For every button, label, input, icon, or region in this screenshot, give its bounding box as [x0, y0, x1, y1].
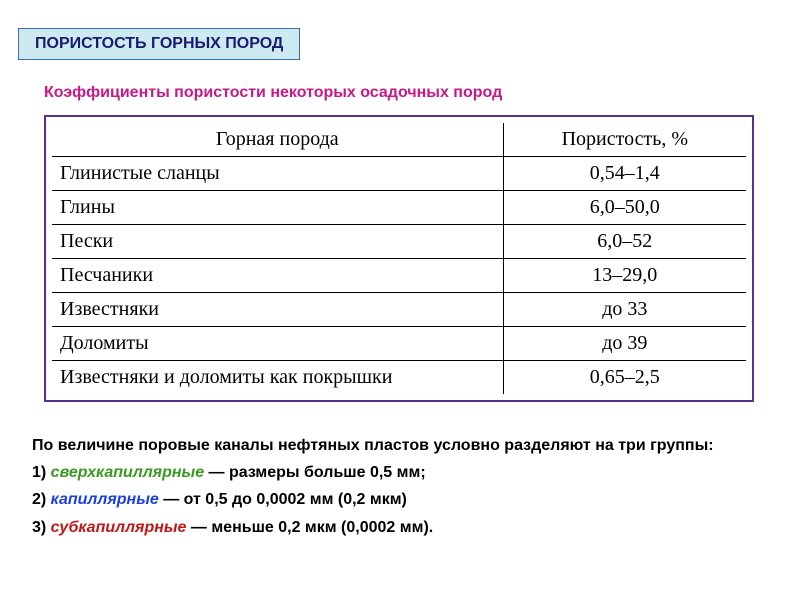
group-2-num: 2) [32, 491, 51, 508]
cell-rock: Глинистые сланцы [52, 157, 503, 191]
table-row: Пески 6,0–52 [52, 225, 746, 259]
cell-rock: Доломиты [52, 327, 503, 361]
cell-rock: Известняки [52, 293, 503, 327]
cell-rock: Песчаники [52, 259, 503, 293]
cell-rock: Пески [52, 225, 503, 259]
cell-porosity: 0,65–2,5 [503, 361, 746, 395]
cell-porosity: 13–29,0 [503, 259, 746, 293]
group-2-term: капиллярные [51, 491, 159, 508]
groups-intro: По величине поровые каналы нефтяных плас… [32, 432, 772, 459]
groups-text: По величине поровые каналы нефтяных плас… [32, 432, 772, 541]
group-1-rest: — размеры больше 0,5 мм; [204, 464, 426, 481]
cell-porosity: 0,54–1,4 [503, 157, 746, 191]
cell-rock: Известняки и доломиты как покрышки [52, 361, 503, 395]
cell-porosity: 6,0–52 [503, 225, 746, 259]
page-title-box: ПОРИСТОСТЬ ГОРНЫХ ПОРОД [18, 28, 300, 60]
group-3: 3) субкапиллярные — меньше 0,2 мкм (0,00… [32, 514, 772, 541]
cell-porosity: до 33 [503, 293, 746, 327]
table-header-row: Горная порода Пористость, % [52, 123, 746, 157]
page-title: ПОРИСТОСТЬ ГОРНЫХ ПОРОД [35, 35, 283, 52]
table-row: Известняки и доломиты как покрышки 0,65–… [52, 361, 746, 395]
group-3-term: субкапиллярные [51, 519, 187, 536]
col-header-rock: Горная порода [52, 123, 503, 157]
cell-porosity: 6,0–50,0 [503, 191, 746, 225]
table-row: Доломиты до 39 [52, 327, 746, 361]
cell-rock: Глины [52, 191, 503, 225]
table-row: Песчаники 13–29,0 [52, 259, 746, 293]
group-2: 2) капиллярные — от 0,5 до 0,0002 мм (0,… [32, 486, 772, 513]
group-1: 1) сверхкапиллярные — размеры больше 0,5… [32, 459, 772, 486]
group-3-rest: — меньше 0,2 мкм (0,0002 мм). [186, 519, 433, 536]
group-1-num: 1) [32, 464, 51, 481]
cell-porosity: до 39 [503, 327, 746, 361]
table-row: Известняки до 33 [52, 293, 746, 327]
col-header-porosity: Пористость, % [503, 123, 746, 157]
porosity-table: Горная порода Пористость, % Глинистые сл… [52, 123, 746, 394]
table-row: Глины 6,0–50,0 [52, 191, 746, 225]
table-row: Глинистые сланцы 0,54–1,4 [52, 157, 746, 191]
group-2-rest: — от 0,5 до 0,0002 мм (0,2 мкм) [159, 491, 407, 508]
subtitle: Коэффициенты пористости некоторых осадоч… [44, 84, 502, 102]
group-1-term: сверхкапиллярные [51, 464, 204, 481]
porosity-table-container: Горная порода Пористость, % Глинистые сл… [44, 115, 754, 402]
group-3-num: 3) [32, 519, 51, 536]
